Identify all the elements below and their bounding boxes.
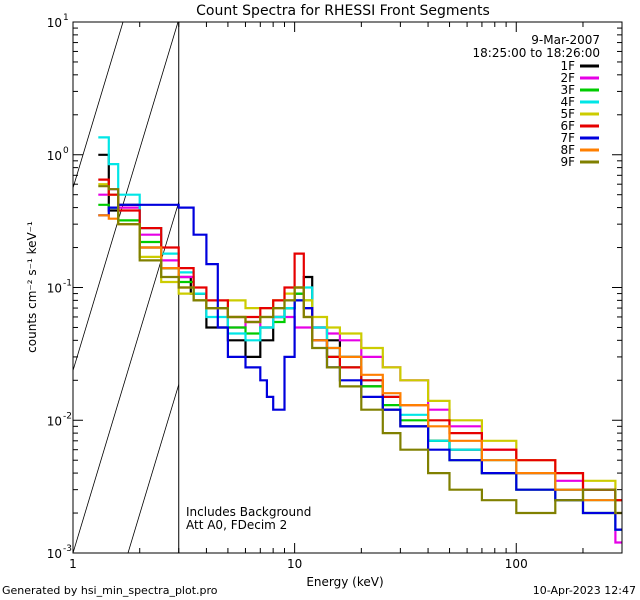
legend-label-4f: 4F <box>560 95 575 109</box>
x-tick-label: 10 <box>287 557 302 571</box>
footer-timestamp: 10-Apr-2023 12:47 <box>533 584 636 597</box>
hatch-line <box>238 22 398 553</box>
y-tick-label-base: 10 <box>47 282 62 296</box>
hatched-region <box>73 22 640 553</box>
y-tick-label-exponent: -2 <box>63 411 72 421</box>
legend-label-6f: 6F <box>560 119 575 133</box>
y-tick-label: 10 -2 <box>47 411 72 428</box>
series-group <box>98 136 622 544</box>
note-line-1: Includes Background <box>186 505 311 519</box>
date-label: 9-Mar-2007 <box>531 33 600 47</box>
time-range-label: 18:25:00 to 18:26:00 <box>473 46 600 60</box>
axis-ticks <box>72 21 623 554</box>
hatch-line <box>73 200 179 553</box>
y-tick-label: 10 -3 <box>47 544 72 561</box>
y-tick-label: 10 1 <box>47 13 69 30</box>
chart-title: Count Spectra for RHESSI Front Segments <box>196 3 490 19</box>
series-line-9f <box>98 185 622 515</box>
x-tick-labels: 1 10 100 <box>69 557 528 571</box>
series-line-7f <box>98 203 622 531</box>
legend-label-3f: 3F <box>560 83 575 97</box>
y-tick-label-base: 10 <box>47 414 62 428</box>
x-axis-label: Energy (keV) <box>306 575 383 589</box>
note-line-2: Att A0, FDecim 2 <box>186 518 287 532</box>
y-tick-label-exponent: -1 <box>63 279 72 289</box>
hatch-line <box>73 22 124 190</box>
y-tick-label: 10 -1 <box>47 279 72 296</box>
x-tick-label: 100 <box>505 557 528 571</box>
x-tick-label: 1 <box>69 557 77 571</box>
y-tick-label-exponent: -3 <box>63 544 72 554</box>
legend-label-2f: 2F <box>560 71 575 85</box>
generated-by: Generated by hsi_min_spectra_plot.pro <box>2 584 218 597</box>
hatch-line <box>73 22 179 372</box>
y-tick-label-base: 10 <box>47 16 62 30</box>
y-tick-label: 10 0 <box>47 146 69 163</box>
legend-label-1f: 1F <box>560 59 575 73</box>
hatch-line <box>127 383 179 553</box>
series-line-5f <box>98 183 622 502</box>
legend-label-9f: 9F <box>560 155 575 169</box>
y-axis-label: counts cm⁻² s⁻¹ keV⁻¹ <box>25 221 39 353</box>
legend-label-5f: 5F <box>560 107 575 121</box>
y-tick-label-exponent: 1 <box>63 13 69 23</box>
series-line-1f <box>98 153 622 502</box>
hatch-line <box>623 22 640 553</box>
legend-label-7f: 7F <box>560 131 575 145</box>
y-tick-label-base: 10 <box>47 149 62 163</box>
y-tick-label-base: 10 <box>47 547 62 561</box>
legend-label-8f: 8F <box>560 143 575 157</box>
y-tick-label-exponent: 0 <box>63 146 69 156</box>
